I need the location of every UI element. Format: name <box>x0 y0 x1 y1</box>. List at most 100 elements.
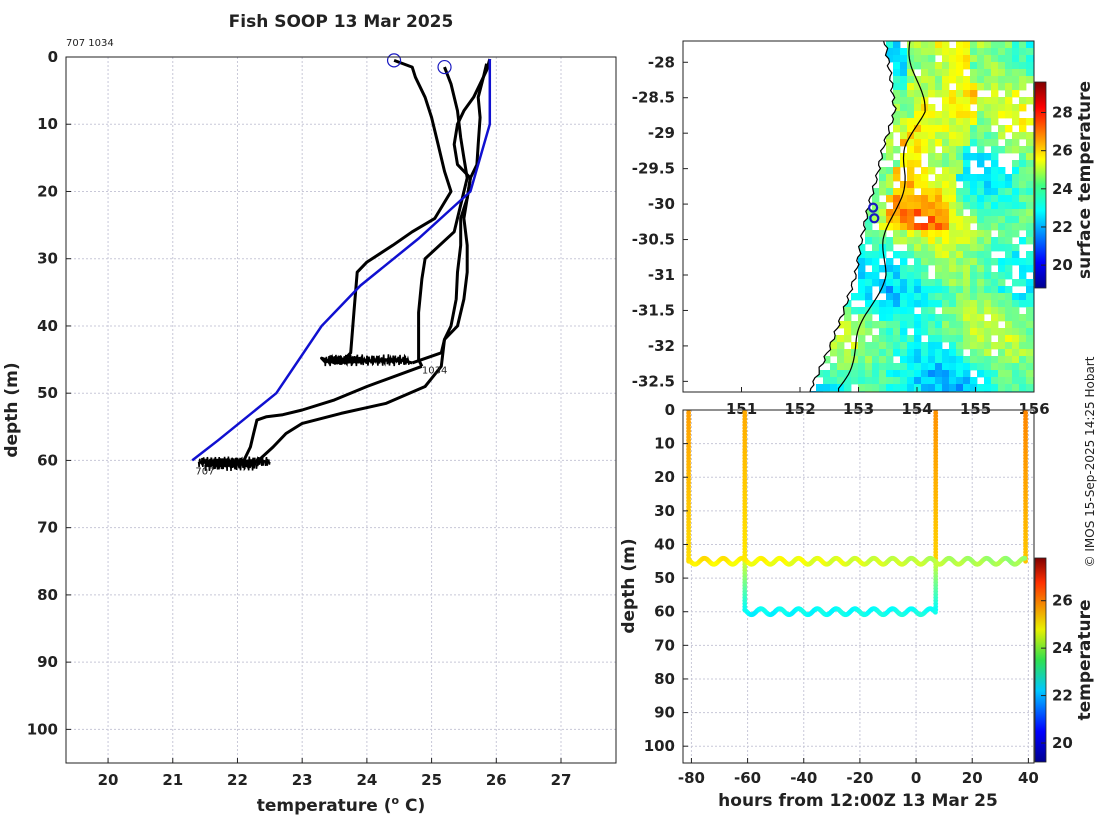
sst-cell <box>858 272 866 280</box>
sst-cell <box>956 230 964 238</box>
sst-cell <box>942 90 950 98</box>
sst-cell <box>858 356 866 364</box>
sst-cell <box>900 230 908 238</box>
sst-cell <box>991 209 999 217</box>
map-x-tick-label: 155 <box>960 400 991 418</box>
sst-cell <box>872 342 880 350</box>
sst-cell <box>956 209 964 217</box>
sst-cell <box>907 188 915 196</box>
sst-cell <box>991 62 999 70</box>
sst-cell <box>984 279 992 287</box>
sst-cell <box>949 153 957 161</box>
sst-cell <box>900 48 908 56</box>
sst-cell <box>872 251 880 259</box>
map-colorbar-tick-label: 28 <box>1052 104 1073 122</box>
sst-cell <box>921 272 929 280</box>
sst-cell <box>956 132 964 140</box>
sst-cell <box>1005 230 1013 238</box>
sst-cell <box>942 125 950 133</box>
sst-cell <box>1026 356 1034 364</box>
sst-cell <box>984 83 992 91</box>
sst-cell <box>970 279 978 287</box>
sst-cell <box>984 230 992 238</box>
sst-cell <box>900 216 908 224</box>
sst-cell <box>893 83 901 91</box>
sst-cell <box>1012 41 1020 49</box>
sst-cell <box>991 55 999 63</box>
sst-cell <box>963 251 971 259</box>
sst-cell <box>942 272 950 280</box>
sst-cell <box>893 377 901 385</box>
sst-cell <box>977 258 985 266</box>
sst-cell <box>963 265 971 273</box>
sst-cell <box>949 335 957 343</box>
sst-cell <box>914 251 922 259</box>
sst-cell <box>928 83 936 91</box>
sst-cell <box>963 188 971 196</box>
sst-cell <box>935 181 943 189</box>
sst-cell <box>921 321 929 329</box>
sst-cell <box>886 237 894 245</box>
sst-cell <box>991 48 999 56</box>
sst-cell <box>1012 335 1020 343</box>
sst-cell <box>886 321 894 329</box>
sst-cell <box>900 300 908 308</box>
sst-cell <box>1012 223 1020 231</box>
sst-cell <box>984 125 992 133</box>
sst-cell <box>886 307 894 315</box>
sst-cell <box>956 167 964 175</box>
sst-cell <box>1019 125 1027 133</box>
timeseries-y-tick-label: 60 <box>654 603 675 621</box>
sst-cell <box>858 258 866 266</box>
sst-cell <box>970 363 978 371</box>
sst-cell <box>956 216 964 224</box>
sst-cell <box>928 125 936 133</box>
sst-cell <box>970 328 978 336</box>
sst-cell <box>830 342 838 350</box>
sst-cell <box>963 195 971 203</box>
sst-cell <box>921 286 929 294</box>
sst-cell <box>1019 104 1027 112</box>
sst-cell <box>907 174 915 182</box>
sst-cell <box>865 349 873 357</box>
sst-cell <box>949 251 957 259</box>
sst-cell <box>949 174 957 182</box>
sst-cell <box>1005 188 1013 196</box>
sst-cell <box>956 251 964 259</box>
sst-cell <box>963 279 971 287</box>
sst-cell <box>977 146 985 154</box>
sst-cell <box>928 202 936 210</box>
sst-cell <box>886 216 894 224</box>
sst-cell <box>830 384 838 392</box>
sst-cell <box>984 202 992 210</box>
sst-cell <box>921 279 929 287</box>
sst-cell <box>1026 265 1034 273</box>
sst-cell <box>991 202 999 210</box>
sst-cell <box>844 356 852 364</box>
sst-cell <box>844 321 852 329</box>
sst-cell <box>942 160 950 168</box>
sst-cell <box>935 272 943 280</box>
sst-cell <box>935 195 943 203</box>
sst-cell <box>942 244 950 252</box>
sst-cell <box>984 104 992 112</box>
sst-cell <box>991 97 999 105</box>
sst-cell <box>942 111 950 119</box>
sst-cell <box>977 293 985 301</box>
sst-cell <box>970 55 978 63</box>
sst-cell <box>991 118 999 126</box>
sst-cell <box>879 300 887 308</box>
sst-cell <box>935 69 943 77</box>
sst-cell <box>865 216 873 224</box>
sst-cell <box>970 48 978 56</box>
sst-cell <box>1026 237 1034 245</box>
profile-line-707-return <box>411 58 492 365</box>
sst-cell <box>893 90 901 98</box>
timeseries-colorbar-label: temperature <box>1075 599 1095 720</box>
sst-cell <box>914 293 922 301</box>
sst-cell <box>858 363 866 371</box>
sst-cell <box>991 356 999 364</box>
sst-cell <box>956 293 964 301</box>
sst-cell <box>984 370 992 378</box>
sst-cell <box>1012 349 1020 357</box>
